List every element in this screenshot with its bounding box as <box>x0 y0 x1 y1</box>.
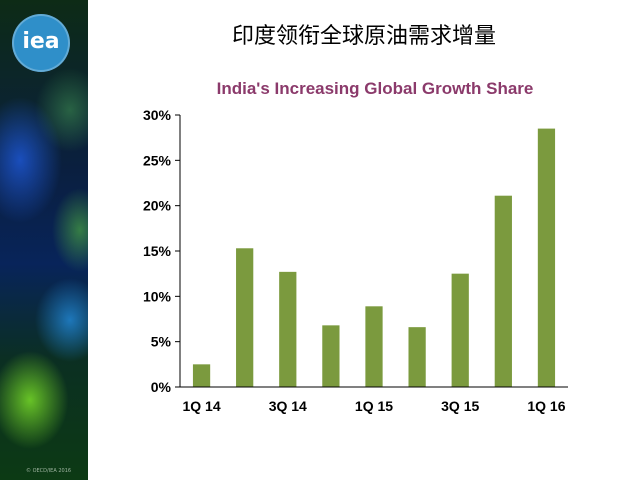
x-tick-label: 1Q 15 <box>355 398 393 414</box>
y-tick-label: 20% <box>143 198 172 214</box>
iea-logo: iea <box>12 14 70 72</box>
y-tick-label: 5% <box>151 334 172 350</box>
x-tick-label: 1Q 14 <box>182 398 220 414</box>
y-axis: 0% 5% 10% 15% 20% 25% 30% <box>143 107 181 395</box>
bar-4Q14 <box>322 325 340 387</box>
slide-title: 印度领衔全球原油需求增量 <box>231 24 496 49</box>
copyright-text: © OECD/IEA 2016 <box>26 468 72 474</box>
bar-3Q14 <box>279 271 297 387</box>
y-tick-label: 10% <box>143 288 172 304</box>
x-tick-label: 3Q 15 <box>441 398 479 414</box>
bar-2Q14 <box>236 248 254 387</box>
bar-1Q14 <box>192 364 211 387</box>
sidebar-background: iea © OECD/IEA 2016 <box>0 0 88 480</box>
x-tick-label: 1Q 16 <box>527 398 565 414</box>
bar-1Q16 <box>537 128 556 387</box>
x-tick-label: 3Q 14 <box>269 398 307 414</box>
x-axis: 1Q 14 3Q 14 1Q 15 3Q 15 1Q 16 <box>180 386 568 414</box>
bar-3Q15 <box>451 273 469 387</box>
bar-1Q15 <box>365 306 383 387</box>
y-tick-label: 25% <box>143 152 172 168</box>
y-tick-label: 30% <box>143 107 172 123</box>
bar-2Q15 <box>408 327 426 387</box>
y-tick-label: 0% <box>151 379 172 395</box>
chart-title: India's Increasing Global Growth Share <box>217 79 534 98</box>
logo-text: iea <box>22 29 60 54</box>
bars <box>192 128 556 387</box>
bar-4Q15 <box>494 195 512 387</box>
y-tick-label: 15% <box>143 243 172 259</box>
